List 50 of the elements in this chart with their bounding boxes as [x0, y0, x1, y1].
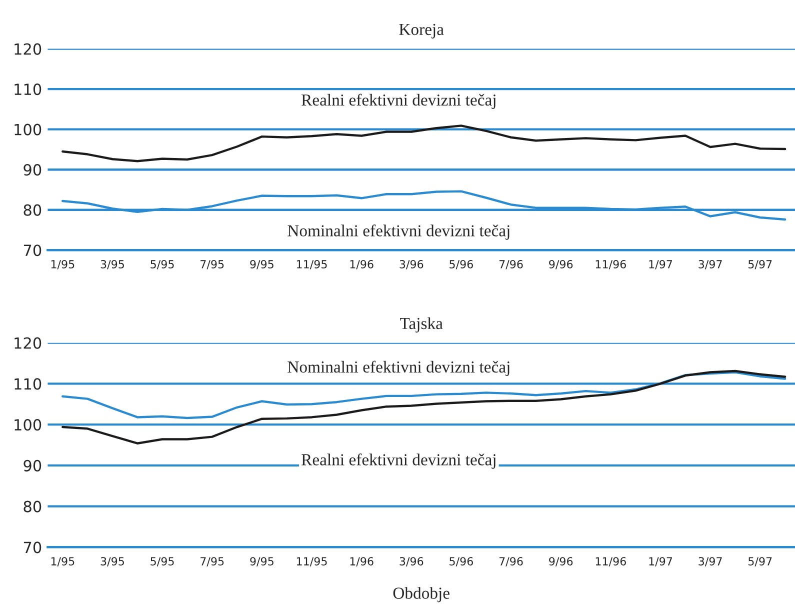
- y-tick-label: 120: [14, 43, 42, 55]
- y-tick-label: 80: [24, 204, 42, 216]
- chart-title: Tajska: [400, 317, 443, 332]
- y-tick-label: 70: [24, 542, 42, 554]
- series-label: Nominalni efektivni devizni tečaj: [288, 224, 510, 240]
- x-tick-label: 3/95: [100, 557, 124, 566]
- x-tick-label: 1/96: [350, 557, 374, 566]
- x-tick-label: 7/96: [499, 260, 523, 270]
- y-tick-label: 110: [14, 84, 42, 96]
- x-tick-label: 1/95: [51, 557, 74, 566]
- text: Realni efektivni devizni tečaj: [302, 453, 496, 469]
- x-tick-label: 3/96: [400, 557, 424, 566]
- x-tick-label: 5/96: [450, 557, 473, 566]
- x-tick-label: 5/95: [150, 557, 174, 566]
- y-tick-label: 90: [24, 164, 42, 176]
- x-tick-label: 3/95: [100, 260, 124, 270]
- line-series: [62, 124, 786, 162]
- x-tick-label: 11/96: [596, 260, 626, 270]
- x-tick-label: 7/95: [200, 557, 224, 566]
- x-tick-label: 3/97: [698, 260, 722, 270]
- x-tick-label: 9/95: [250, 260, 274, 270]
- y-tick-label: 120: [14, 337, 42, 349]
- x-axis-title: Obdobje: [393, 587, 450, 602]
- x-tick-label: 1/96: [350, 260, 374, 270]
- chart-title: Koreja: [399, 24, 444, 38]
- x-tick-label: 5/96: [450, 260, 473, 270]
- x-tick-label: 1/97: [649, 260, 672, 270]
- x-tick-label: 9/95: [250, 557, 274, 566]
- y-tick-label: 100: [14, 124, 42, 136]
- x-tick-label: 1/95: [51, 260, 74, 270]
- x-tick-label: 11/95: [296, 557, 327, 566]
- series-label: Nominalni efektivni devizni tečaj: [288, 360, 510, 376]
- y-tick-label: 70: [24, 244, 42, 256]
- x-tick-label: 11/95: [296, 260, 327, 270]
- y-tick-label: 90: [24, 460, 42, 472]
- x-tick-label: 9/96: [549, 260, 573, 270]
- x-tick-label: 1/97: [649, 557, 672, 566]
- x-tick-label: 3/96: [400, 260, 424, 270]
- x-tick-label: 11/96: [596, 557, 626, 566]
- x-tick-label: 5/97: [748, 557, 772, 566]
- y-tick-label: 100: [14, 419, 42, 431]
- x-tick-label: 7/95: [200, 260, 224, 270]
- x-tick-label: 7/96: [499, 557, 523, 566]
- y-tick-label: 80: [24, 500, 42, 512]
- x-tick-label: 5/97: [748, 260, 772, 270]
- y-tick-label: 110: [14, 378, 42, 390]
- x-tick-label: 3/97: [698, 557, 722, 566]
- x-tick-label: 9/96: [549, 557, 573, 566]
- x-tick-label: 5/95: [150, 260, 174, 270]
- series-label: Realni efektivni devizni tečaj: [302, 94, 496, 110]
